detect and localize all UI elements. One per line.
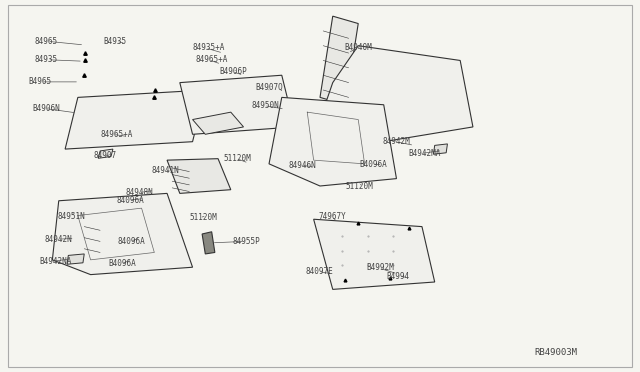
Text: 84955P: 84955P: [232, 237, 260, 246]
Text: 84907: 84907: [94, 151, 117, 160]
Text: B4994: B4994: [387, 272, 410, 280]
Text: B4096A: B4096A: [108, 259, 136, 268]
Polygon shape: [314, 219, 435, 289]
Text: B4942NA: B4942NA: [40, 257, 72, 266]
Text: 84951N: 84951N: [58, 212, 85, 221]
Text: B4992M: B4992M: [366, 263, 394, 272]
Text: B4906P: B4906P: [220, 67, 247, 76]
Polygon shape: [202, 232, 215, 254]
Text: RB49003M: RB49003M: [534, 349, 577, 357]
Polygon shape: [320, 46, 473, 142]
Text: 84941N: 84941N: [152, 166, 180, 175]
Polygon shape: [433, 144, 447, 154]
Text: 84096A: 84096A: [117, 237, 145, 246]
Text: 51120M: 51120M: [346, 182, 373, 191]
Text: 84965: 84965: [35, 37, 58, 46]
Text: 74967Y: 74967Y: [319, 212, 346, 221]
Text: B4096A: B4096A: [360, 160, 387, 169]
Polygon shape: [269, 97, 396, 186]
Polygon shape: [180, 75, 294, 134]
Text: B4906N: B4906N: [32, 104, 60, 113]
Text: 84935+A: 84935+A: [193, 44, 225, 52]
Text: 84096A: 84096A: [116, 196, 144, 205]
Polygon shape: [52, 193, 193, 275]
Polygon shape: [65, 90, 205, 149]
Polygon shape: [67, 254, 84, 264]
Text: 84946N: 84946N: [288, 161, 316, 170]
Polygon shape: [320, 16, 358, 105]
Polygon shape: [193, 112, 244, 134]
Text: 84942M: 84942M: [383, 137, 410, 146]
Text: 51120M: 51120M: [189, 212, 217, 221]
Text: 84965+A: 84965+A: [100, 130, 132, 139]
Text: B4942MA: B4942MA: [408, 149, 440, 158]
Text: 84965+A: 84965+A: [196, 55, 228, 64]
Text: B4935: B4935: [103, 37, 127, 46]
Text: 84097E: 84097E: [306, 267, 333, 276]
Text: B4907Q: B4907Q: [255, 83, 283, 92]
Text: 84942N: 84942N: [45, 235, 72, 244]
Text: 84948N: 84948N: [125, 188, 154, 197]
Polygon shape: [167, 159, 231, 193]
Text: 84950N: 84950N: [251, 101, 279, 110]
Polygon shape: [99, 149, 113, 158]
Text: B4940M: B4940M: [344, 44, 372, 52]
Text: 84935: 84935: [35, 55, 58, 64]
Text: B4965: B4965: [28, 77, 51, 86]
Text: 51120M: 51120M: [223, 154, 251, 163]
